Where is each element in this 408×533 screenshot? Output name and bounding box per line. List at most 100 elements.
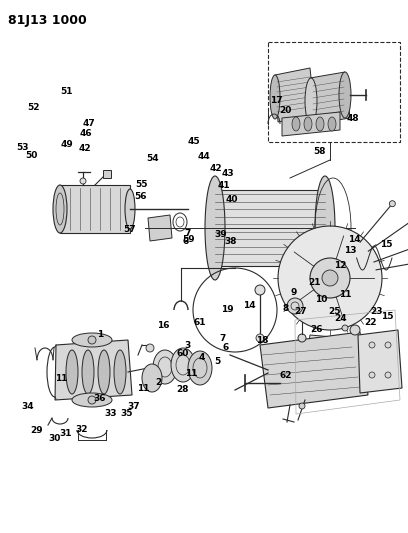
Ellipse shape: [315, 176, 335, 280]
Circle shape: [298, 334, 306, 342]
Text: 12: 12: [334, 261, 346, 270]
Ellipse shape: [304, 117, 312, 131]
Text: 27: 27: [294, 307, 306, 316]
Text: 53: 53: [16, 143, 28, 151]
Circle shape: [350, 325, 360, 335]
Ellipse shape: [53, 185, 67, 233]
Text: 11: 11: [186, 369, 198, 377]
Bar: [268, 42, 400, 142]
Text: 4: 4: [198, 353, 205, 361]
Circle shape: [88, 396, 96, 404]
Circle shape: [80, 178, 86, 184]
Circle shape: [389, 201, 395, 207]
Circle shape: [385, 342, 391, 348]
Text: 10: 10: [315, 295, 328, 304]
Text: 3: 3: [184, 341, 191, 350]
Text: 26: 26: [310, 325, 323, 334]
Ellipse shape: [125, 189, 135, 229]
Polygon shape: [275, 68, 315, 122]
Text: 9: 9: [290, 288, 297, 296]
Text: 39: 39: [214, 230, 226, 239]
Text: 22: 22: [364, 319, 377, 327]
Text: 24: 24: [335, 314, 347, 322]
Text: 38: 38: [225, 238, 237, 246]
Text: 8: 8: [282, 304, 289, 312]
Circle shape: [255, 285, 265, 295]
Bar: [215, 190, 325, 266]
Polygon shape: [308, 335, 345, 352]
Text: 60: 60: [177, 350, 189, 358]
Text: 20: 20: [279, 107, 292, 115]
Ellipse shape: [98, 350, 110, 394]
Ellipse shape: [316, 117, 324, 131]
Circle shape: [322, 270, 338, 286]
Text: 6: 6: [222, 343, 228, 352]
Polygon shape: [148, 215, 172, 241]
Text: 55: 55: [136, 180, 148, 189]
Text: 57: 57: [124, 225, 136, 233]
Text: 54: 54: [146, 155, 159, 163]
Text: 62: 62: [279, 371, 292, 379]
Text: 6: 6: [183, 238, 189, 246]
Circle shape: [278, 226, 382, 330]
Circle shape: [369, 342, 375, 348]
Text: 11: 11: [55, 374, 67, 383]
Text: 47: 47: [82, 119, 95, 128]
Text: 19: 19: [222, 305, 234, 313]
Text: 30: 30: [49, 434, 61, 442]
Text: 40: 40: [226, 195, 238, 204]
Text: 35: 35: [120, 409, 133, 417]
Text: 11: 11: [339, 290, 351, 298]
Text: 34: 34: [22, 402, 34, 410]
Polygon shape: [260, 332, 368, 408]
Polygon shape: [310, 72, 350, 124]
Text: 28: 28: [177, 385, 189, 393]
Text: 2: 2: [155, 378, 162, 387]
Text: 31: 31: [60, 430, 72, 438]
Text: 41: 41: [217, 181, 230, 190]
Text: 7: 7: [220, 335, 226, 343]
Ellipse shape: [66, 350, 78, 394]
Ellipse shape: [205, 176, 225, 280]
Ellipse shape: [72, 393, 112, 407]
Circle shape: [342, 325, 348, 331]
Ellipse shape: [82, 350, 94, 394]
Ellipse shape: [153, 350, 177, 384]
Circle shape: [385, 372, 391, 378]
Circle shape: [299, 403, 305, 409]
Circle shape: [146, 344, 154, 352]
Text: 42: 42: [79, 144, 91, 152]
Text: 43: 43: [222, 169, 234, 178]
Text: 48: 48: [346, 114, 359, 123]
Text: 13: 13: [344, 246, 356, 255]
Text: 33: 33: [105, 409, 117, 418]
Text: 51: 51: [60, 87, 72, 96]
Text: 7: 7: [184, 229, 191, 238]
Text: 81J13 1000: 81J13 1000: [8, 14, 87, 27]
Text: 59: 59: [182, 236, 195, 244]
Text: 16: 16: [157, 321, 169, 329]
Text: 56: 56: [134, 192, 146, 200]
Text: 18: 18: [257, 336, 269, 344]
Text: 23: 23: [371, 307, 383, 316]
Text: 37: 37: [128, 402, 140, 411]
Ellipse shape: [270, 75, 280, 119]
Ellipse shape: [188, 351, 212, 385]
Circle shape: [256, 334, 264, 342]
Ellipse shape: [305, 78, 317, 124]
Polygon shape: [60, 185, 130, 233]
Circle shape: [369, 372, 375, 378]
Text: 14: 14: [243, 302, 255, 310]
Ellipse shape: [114, 350, 126, 394]
Text: 58: 58: [313, 147, 325, 156]
Text: 44: 44: [197, 152, 211, 161]
Text: 15: 15: [381, 312, 393, 321]
Polygon shape: [358, 330, 402, 393]
Text: 25: 25: [328, 308, 341, 316]
Ellipse shape: [142, 364, 162, 392]
Text: 15: 15: [380, 240, 392, 248]
Text: 11: 11: [137, 384, 150, 392]
Bar: [103, 170, 111, 178]
Text: 42: 42: [210, 164, 222, 173]
Polygon shape: [55, 340, 132, 400]
